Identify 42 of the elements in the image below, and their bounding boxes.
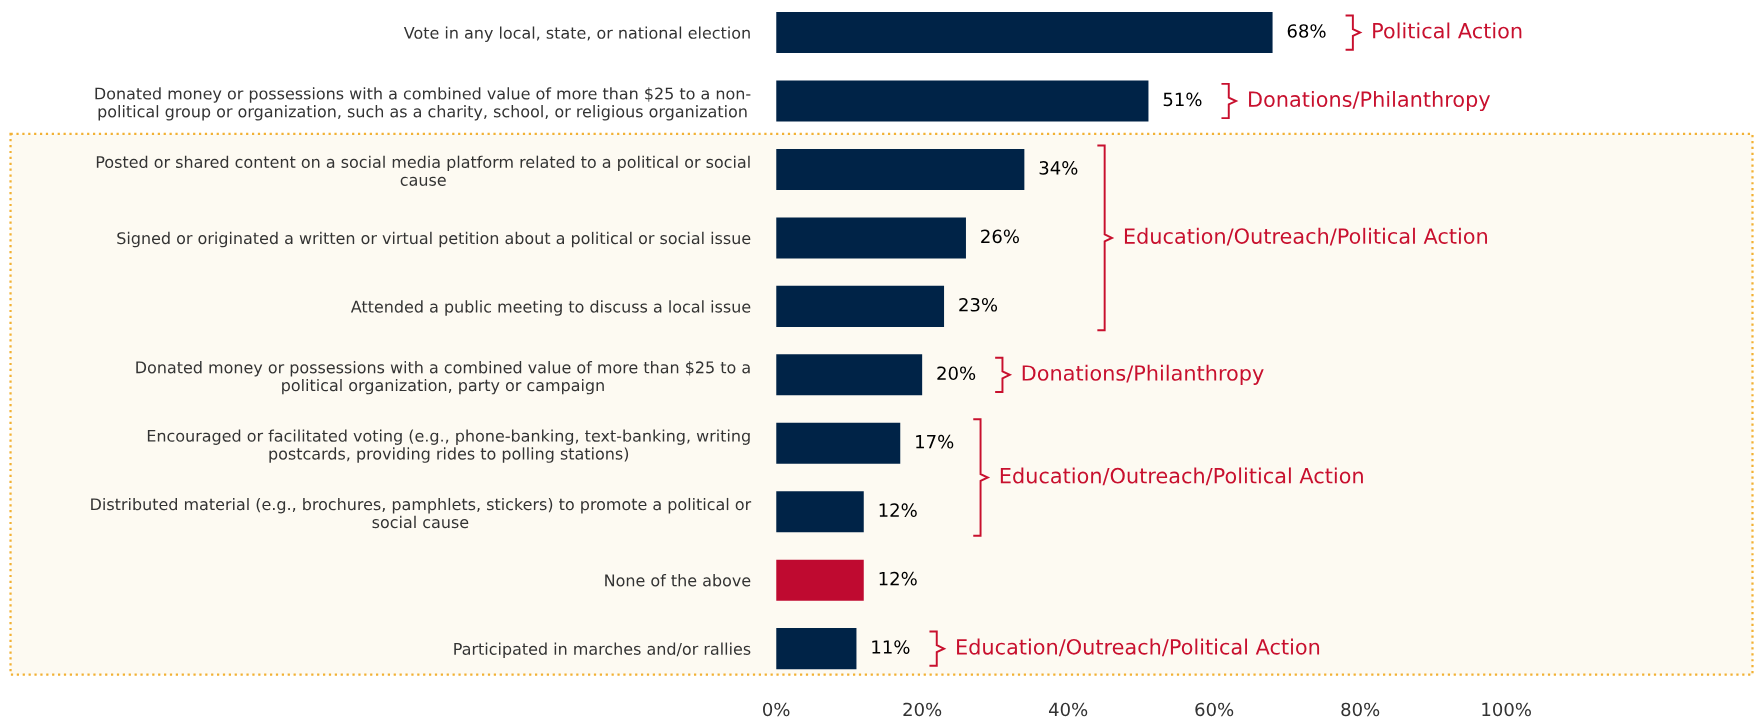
bar xyxy=(776,422,901,464)
bar xyxy=(776,491,864,533)
y-tick-label: Vote in any local, state, or national election xyxy=(403,26,750,42)
bar xyxy=(776,628,857,670)
annotation: Education/Outreach/Political Action xyxy=(1000,467,1363,486)
data-label: 23% xyxy=(959,297,998,312)
bar xyxy=(776,148,1025,190)
bar xyxy=(776,559,864,601)
bar xyxy=(776,285,945,327)
annotation: Donations/Philanthropy xyxy=(1249,90,1491,112)
y-tick-label: Donated money or possessions with a combined value of more than $25 to a non- political group or organization, such as a charity, school, or religious organization xyxy=(95,87,751,121)
y-tick-label: Donated money or possessions with a combined value of more than $25 to a political organization, party or campaign xyxy=(136,361,750,395)
x-tick-label: 80% xyxy=(1341,702,1380,717)
x-tick-label: 0% xyxy=(763,702,790,717)
data-label: 68% xyxy=(1287,24,1326,38)
y-tick-label: Participated in marches and/or rallies xyxy=(454,642,751,659)
annotation: Political Action xyxy=(1373,22,1522,39)
x-tick-label: 40% xyxy=(1048,702,1088,717)
bar xyxy=(776,80,1149,122)
data-label: 12% xyxy=(879,503,917,517)
data-label: 26% xyxy=(981,229,1019,244)
data-label: 51% xyxy=(1163,92,1202,107)
y-tick-label: Posted or shared content on a social media platform related to a political or social cause xyxy=(96,155,750,186)
bar xyxy=(776,217,966,259)
x-tick-label: 60% xyxy=(1195,702,1234,717)
y-tick-label: Signed or originated a written or virtual petition about a political or social issue xyxy=(117,231,751,248)
x-tick-label: 100% xyxy=(1482,702,1531,717)
y-tick-label: Attended a public meeting to discuss a local issue xyxy=(350,300,751,316)
x-tick-label: 20% xyxy=(903,702,942,717)
y-tick-label: Distributed material (e.g., brochures, pamphlets, stickers) to promote a political or social cause xyxy=(91,497,752,529)
data-label: 17% xyxy=(916,434,954,449)
bar xyxy=(776,354,923,396)
data-label: 12% xyxy=(879,571,917,586)
y-tick-label: None of the above xyxy=(605,574,751,587)
data-label: 11% xyxy=(872,640,910,654)
annotation: Donations/Philanthropy xyxy=(1022,364,1264,385)
data-label: 20% xyxy=(937,366,976,381)
annotation: Education/Outreach/Political Action xyxy=(957,638,1320,657)
annotation: Education/Outreach/Political Action xyxy=(1124,227,1487,246)
data-label: 34% xyxy=(1039,161,1078,175)
y-tick-label: Encouraged or facilitated voting (e.g., phone-banking, text-banking, writing postcards, providing rides to polling stations) xyxy=(147,429,750,463)
bar xyxy=(776,12,1273,54)
